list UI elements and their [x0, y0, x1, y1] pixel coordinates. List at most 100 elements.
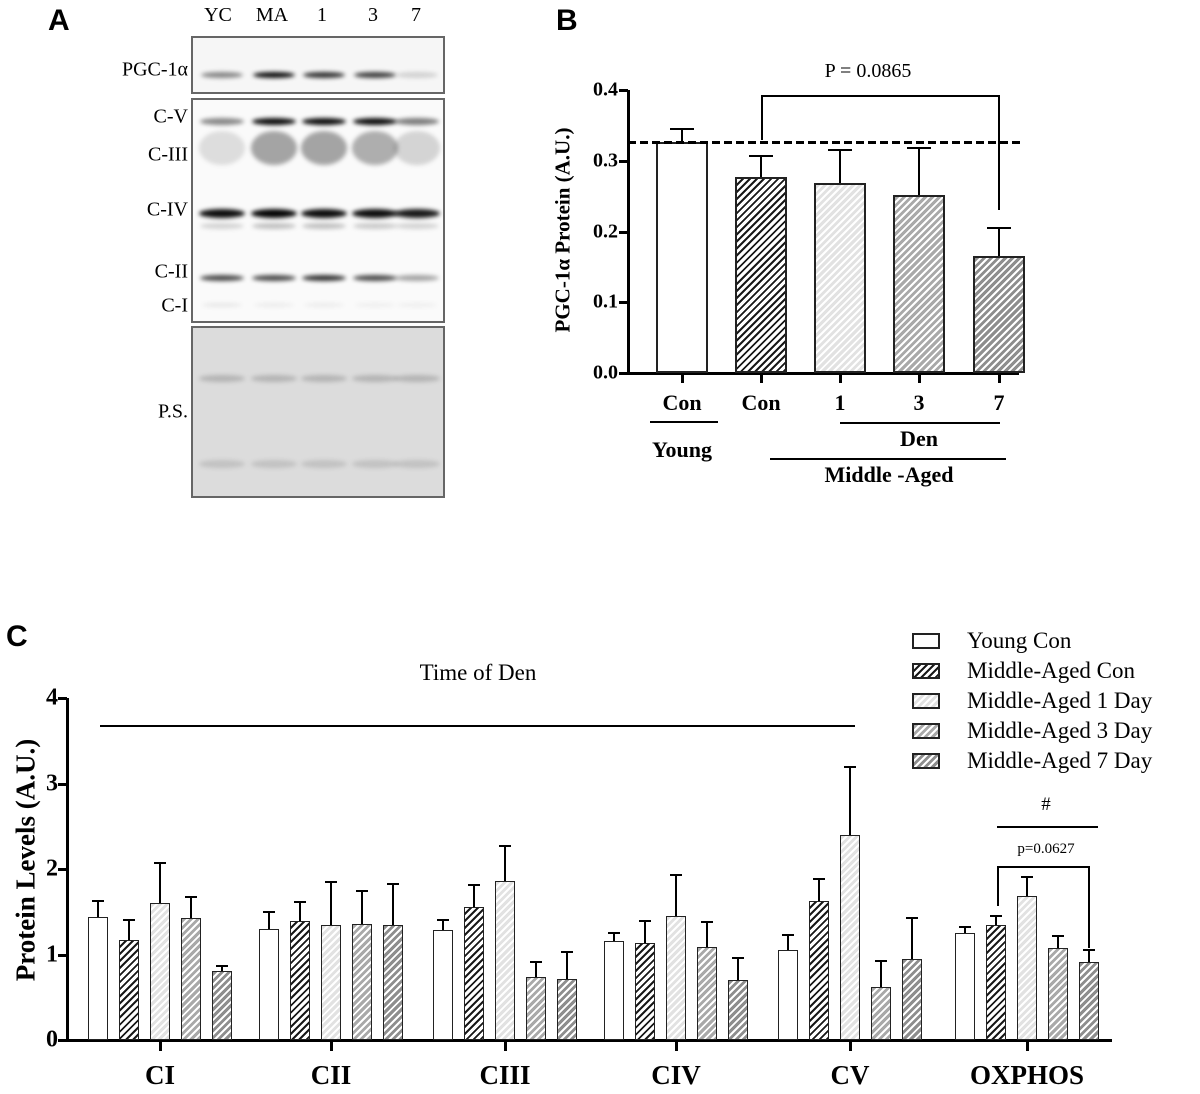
legend-label: Middle-Aged 7 Day	[967, 748, 1153, 773]
protein-band	[353, 275, 397, 281]
bar-oxphos-1	[986, 924, 1006, 1040]
x-axis	[66, 1039, 1112, 1042]
error-bar-cap	[813, 877, 825, 880]
bar-civ-1	[635, 942, 655, 1040]
hash-annotation: #	[1041, 794, 1051, 815]
panel-label-a: A	[48, 4, 70, 37]
legend-swatch	[912, 663, 940, 679]
protein-band	[251, 131, 297, 165]
error-bar-cap	[499, 845, 511, 848]
error-bar	[1057, 934, 1059, 948]
bar-cii-3	[352, 923, 372, 1040]
x-tick-label: CII	[310, 1060, 352, 1090]
protein-band	[301, 208, 347, 218]
blot-row-label: C-IV	[146, 198, 188, 221]
bar-civ-0	[604, 940, 624, 1040]
error-bar	[535, 961, 537, 977]
p-value-annotation: p=0.0627	[1017, 841, 1075, 857]
x-axis	[627, 372, 1019, 375]
error-bar	[787, 933, 789, 951]
protein-band	[200, 117, 244, 125]
bar-cv-1	[809, 901, 829, 1040]
protein-band	[302, 117, 346, 125]
bar-oxphos-0	[955, 933, 975, 1040]
error-bar-cap	[906, 916, 918, 919]
y-tick-label: 2	[46, 855, 58, 882]
bar-cv-4	[902, 958, 922, 1040]
x-tick	[839, 374, 842, 383]
y-tick	[58, 1039, 67, 1042]
error-bar-cap	[907, 146, 931, 149]
lane-label: 7	[411, 4, 421, 26]
error-bar	[330, 880, 332, 926]
error-bar-cap	[530, 961, 542, 964]
bar-ci-2	[150, 903, 170, 1040]
legend-label: Middle-Aged Con	[967, 658, 1136, 683]
error-bar-cap	[216, 964, 228, 967]
error-bar	[1026, 875, 1028, 897]
y-tick-label: 4	[46, 684, 58, 711]
middle-aged-group-line	[770, 458, 1006, 460]
error-bar	[918, 146, 920, 196]
error-bar	[299, 901, 301, 922]
protein-band	[251, 374, 297, 382]
bar-ci-4	[212, 970, 232, 1040]
group-label-den: Den	[900, 426, 938, 451]
y-tick	[619, 230, 628, 234]
young-group-line	[650, 421, 718, 423]
bar-ciii-2	[495, 880, 515, 1040]
y-tick-label: 0.1	[593, 290, 618, 313]
protein-band	[396, 72, 438, 78]
error-bar-cap	[263, 910, 275, 913]
bar-ci-0	[88, 916, 108, 1040]
error-bar-cap	[468, 883, 480, 886]
error-bar-cap	[294, 901, 306, 904]
y-tick-label: 0.4	[593, 78, 618, 101]
error-bar-cap	[92, 899, 104, 902]
x-tick	[998, 374, 1001, 383]
error-bar-cap	[828, 148, 852, 151]
error-bar	[221, 964, 223, 971]
legend-label: Young Con	[967, 628, 1072, 653]
protein-band	[352, 460, 398, 468]
bar-cii-4	[383, 925, 403, 1040]
error-bar	[706, 921, 708, 947]
protein-band	[202, 303, 242, 307]
error-bar-cap	[639, 920, 651, 923]
error-bar	[964, 926, 966, 934]
protein-band	[200, 275, 244, 281]
error-bar	[128, 919, 130, 940]
x-tick	[675, 1041, 678, 1051]
error-bar	[849, 765, 851, 835]
error-bar	[392, 882, 394, 926]
protein-band	[394, 208, 440, 218]
x-tick	[849, 1041, 852, 1051]
x-tick-label: Con	[662, 390, 702, 415]
protein-band	[302, 223, 346, 229]
protein-band	[199, 460, 245, 468]
hash-line	[997, 826, 1098, 828]
group-label-young: Young	[652, 437, 712, 462]
bar-ciii-4	[557, 979, 577, 1040]
bar-cii-0	[259, 928, 279, 1040]
error-bar-cap	[749, 155, 773, 158]
error-bar	[880, 959, 882, 987]
protein-band	[253, 72, 295, 78]
bar-civ-4	[728, 980, 748, 1040]
bar-civ-3	[697, 946, 717, 1040]
den-group-line	[840, 422, 1000, 424]
error-bar-cap	[185, 895, 197, 898]
bar-civ-2	[666, 916, 686, 1040]
time-of-den-label: Time of Den	[419, 660, 537, 685]
reference-dashed-line	[628, 140, 1020, 144]
bar-cii-1	[290, 921, 310, 1040]
protein-band	[252, 275, 296, 281]
x-tick	[159, 1041, 162, 1051]
significance-bracket-right	[998, 95, 1000, 210]
lane-label: 3	[368, 4, 378, 26]
error-bar	[995, 915, 997, 925]
blot-row-label: C-V	[153, 105, 188, 128]
protein-band	[303, 72, 345, 78]
error-bar-cap	[959, 926, 971, 929]
significance-bracket-left	[997, 866, 999, 906]
